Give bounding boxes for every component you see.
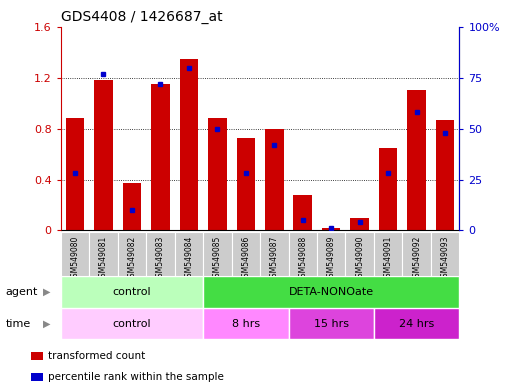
Bar xyxy=(431,232,459,276)
Bar xyxy=(180,59,198,230)
Bar xyxy=(288,232,317,276)
Bar xyxy=(61,276,203,308)
Bar xyxy=(122,183,141,230)
Text: GSM549082: GSM549082 xyxy=(127,236,136,282)
Bar xyxy=(151,84,169,230)
Bar xyxy=(203,276,459,308)
Text: control: control xyxy=(112,287,151,297)
Bar xyxy=(203,232,232,276)
Bar xyxy=(94,80,112,230)
Text: GSM549086: GSM549086 xyxy=(241,236,250,282)
Text: GSM549090: GSM549090 xyxy=(355,236,364,282)
Text: GSM549084: GSM549084 xyxy=(184,236,193,282)
Bar xyxy=(260,232,288,276)
Bar xyxy=(65,118,84,230)
Bar xyxy=(317,232,345,276)
Bar xyxy=(61,232,89,276)
Bar xyxy=(208,118,227,230)
Text: 15 hrs: 15 hrs xyxy=(314,319,348,329)
Text: 24 hrs: 24 hrs xyxy=(399,319,434,329)
Text: GSM549083: GSM549083 xyxy=(156,236,165,282)
Bar xyxy=(237,137,255,230)
Text: transformed count: transformed count xyxy=(48,351,145,361)
Text: GSM549093: GSM549093 xyxy=(441,236,450,282)
Text: ▶: ▶ xyxy=(43,287,51,297)
Text: ▶: ▶ xyxy=(43,319,51,329)
Bar xyxy=(89,232,118,276)
Bar xyxy=(203,308,288,339)
Bar xyxy=(351,218,369,230)
Bar xyxy=(118,232,146,276)
Bar xyxy=(322,228,341,230)
Bar xyxy=(408,91,426,230)
Text: GSM549089: GSM549089 xyxy=(327,236,336,282)
Text: GSM549080: GSM549080 xyxy=(70,236,79,282)
Bar xyxy=(31,373,43,381)
Text: 8 hrs: 8 hrs xyxy=(232,319,260,329)
Text: time: time xyxy=(5,319,31,329)
Bar xyxy=(294,195,312,230)
Text: agent: agent xyxy=(5,287,37,297)
Bar xyxy=(175,232,203,276)
Bar xyxy=(288,308,374,339)
Bar xyxy=(232,232,260,276)
Bar xyxy=(374,308,459,339)
Text: GDS4408 / 1426687_at: GDS4408 / 1426687_at xyxy=(61,10,222,25)
Text: percentile rank within the sample: percentile rank within the sample xyxy=(48,372,224,382)
Bar xyxy=(402,232,431,276)
Text: GSM549088: GSM549088 xyxy=(298,236,307,282)
Bar xyxy=(61,308,203,339)
Bar xyxy=(436,120,455,230)
Bar xyxy=(146,232,175,276)
Text: GSM549085: GSM549085 xyxy=(213,236,222,282)
Text: GSM549092: GSM549092 xyxy=(412,236,421,282)
Text: control: control xyxy=(112,319,151,329)
Text: GSM549087: GSM549087 xyxy=(270,236,279,282)
Bar xyxy=(31,352,43,360)
Text: GSM549081: GSM549081 xyxy=(99,236,108,282)
Text: DETA-NONOate: DETA-NONOate xyxy=(289,287,374,297)
Bar xyxy=(374,232,402,276)
Bar xyxy=(345,232,374,276)
Bar xyxy=(265,129,284,230)
Text: GSM549091: GSM549091 xyxy=(384,236,393,282)
Bar xyxy=(379,148,398,230)
